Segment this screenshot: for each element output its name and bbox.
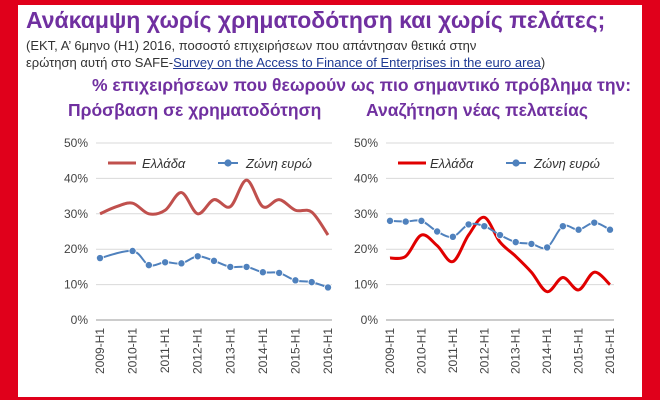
chart0-euro-area-point bbox=[323, 283, 332, 292]
chart0-greece-line bbox=[99, 178, 330, 236]
survey-link[interactable]: Survey on the Access to Finance of Enter… bbox=[173, 55, 541, 70]
chart1-euro-area-legend-marker bbox=[512, 159, 520, 167]
subtitle-prefix: ερώτηση αυτή στο SAFE- bbox=[26, 55, 174, 70]
chart-title-financing: Πρόσβαση σε χρηματοδότηση bbox=[68, 100, 322, 120]
chart-question: % επιχειρήσεων που θεωρούν ως πιο σημαντ… bbox=[92, 75, 632, 95]
chart1-y-tick-label: 10% bbox=[354, 278, 378, 292]
chart0-euro-area-point bbox=[193, 252, 202, 261]
chart0-x-tick-label: 2012-H1 bbox=[191, 328, 205, 374]
chart0-x-tick-label: 2009-H1 bbox=[93, 328, 107, 374]
chart1-euro-area-point bbox=[433, 227, 442, 236]
chart1-euro-area-point bbox=[574, 225, 583, 234]
chart1-x-tick-label: 2009-H1 bbox=[383, 328, 397, 374]
chart0-y-tick-label: 40% bbox=[64, 171, 88, 185]
chart0-y-tick-label: 0% bbox=[71, 313, 89, 327]
chart1-euro-area-point bbox=[590, 218, 599, 227]
chart1-greece-legend-label: Ελλάδα bbox=[430, 156, 474, 171]
chart1-y-tick-label: 40% bbox=[354, 171, 378, 185]
chart1-euro-area-point bbox=[527, 239, 536, 248]
chart0-euro-area-point bbox=[161, 258, 170, 267]
chart1-y-tick-label: 30% bbox=[354, 207, 378, 221]
chart0-greece-legend-label: Ελλάδα bbox=[142, 156, 186, 171]
chart1-y-tick-label: 50% bbox=[354, 136, 378, 150]
chart1-euro-area-point bbox=[480, 222, 489, 231]
chart0-x-tick-label: 2013-H1 bbox=[223, 328, 237, 374]
chart0-y-tick-label: 20% bbox=[64, 242, 88, 256]
chart1-euro-area-point bbox=[417, 216, 426, 225]
chart1-euro-area-point bbox=[495, 231, 504, 240]
chart0-x-tick-label: 2011-H1 bbox=[158, 328, 172, 373]
chart1-greece-line bbox=[389, 215, 612, 294]
subtitle-line-2: ερώτηση αυτή στο SAFE-Survey on the Acce… bbox=[26, 55, 545, 70]
chart1-euro-area-point bbox=[511, 238, 520, 247]
subtitle-suffix: ) bbox=[540, 55, 546, 70]
chart0-euro-area-point bbox=[242, 262, 251, 271]
chart1-euro-area-legend-label: Ζώνη ευρώ bbox=[533, 156, 600, 171]
chart0-euro-area-point bbox=[307, 278, 316, 287]
chart0-euro-area-point bbox=[226, 262, 235, 271]
chart1-x-tick-label: 2013-H1 bbox=[509, 328, 523, 374]
chart0-x-tick-label: 2014-H1 bbox=[256, 328, 270, 374]
chart0-euro-area-point bbox=[209, 256, 218, 265]
chart0-euro-area-point bbox=[177, 259, 186, 268]
page-title: Ανάκαμψη χωρίς χρηματοδότηση και χωρίς π… bbox=[26, 7, 606, 33]
chart0-x-tick-label: 2016-H1 bbox=[321, 328, 335, 374]
slide: Ανάκαμψη χωρίς χρηματοδότηση και χωρίς π… bbox=[18, 5, 642, 397]
chart1-x-tick-label: 2015-H1 bbox=[572, 328, 586, 374]
chart0-euro-area-point bbox=[96, 254, 105, 263]
chart0-euro-area-legend-marker bbox=[224, 159, 232, 167]
chart1-euro-area-point bbox=[464, 220, 473, 229]
chart0-euro-area-point bbox=[144, 261, 153, 270]
chart1-x-tick-label: 2012-H1 bbox=[477, 328, 491, 374]
chart1-x-tick-label: 2010-H1 bbox=[414, 328, 428, 374]
chart1-euro-area-point bbox=[543, 243, 552, 252]
chart0-y-tick-label: 30% bbox=[64, 207, 88, 221]
chart0-euro-area-point bbox=[291, 276, 300, 285]
chart1-y-tick-label: 0% bbox=[361, 313, 379, 327]
chart0-euro-area-point bbox=[275, 268, 284, 277]
chart1-euro-area-point bbox=[606, 225, 615, 234]
chart1-y-tick-label: 20% bbox=[354, 242, 378, 256]
chart-title-customers: Αναζήτηση νέας πελατείας bbox=[366, 100, 588, 120]
chart0-x-tick-label: 2015-H1 bbox=[288, 328, 302, 374]
chart-customers: 0% 10% 20% 30% 40% 50% 2009-H1 2010-H1 2011-H1 20… bbox=[354, 136, 617, 374]
chart0-euro-area-point bbox=[258, 268, 267, 277]
chart0-euro-area-point bbox=[128, 246, 137, 255]
chart1-x-tick-label: 2014-H1 bbox=[540, 328, 554, 374]
chart1-euro-area-point bbox=[448, 232, 457, 241]
chart-financing: 0% 10% 20% 30% 40% 50% 2009-H1 2010-H1 2011-H1 20… bbox=[64, 136, 335, 374]
chart1-x-tick-label: 2011-H1 bbox=[446, 328, 460, 373]
chart0-x-tick-label: 2010-H1 bbox=[126, 328, 140, 374]
subtitle-line-1: (ΕΚΤ, Α’ 6μηνο (Η1) 2016, ποσοστό επιχει… bbox=[26, 38, 477, 53]
chart1-euro-area-point bbox=[558, 222, 567, 231]
chart1-euro-area-point bbox=[385, 216, 394, 225]
chart0-y-tick-label: 50% bbox=[64, 136, 88, 150]
chart0-y-tick-label: 10% bbox=[64, 278, 88, 292]
chart0-euro-area-legend-label: Ζώνη ευρώ bbox=[245, 156, 312, 171]
chart1-euro-area-point bbox=[401, 217, 410, 226]
chart1-x-tick-label: 2016-H1 bbox=[603, 328, 617, 374]
